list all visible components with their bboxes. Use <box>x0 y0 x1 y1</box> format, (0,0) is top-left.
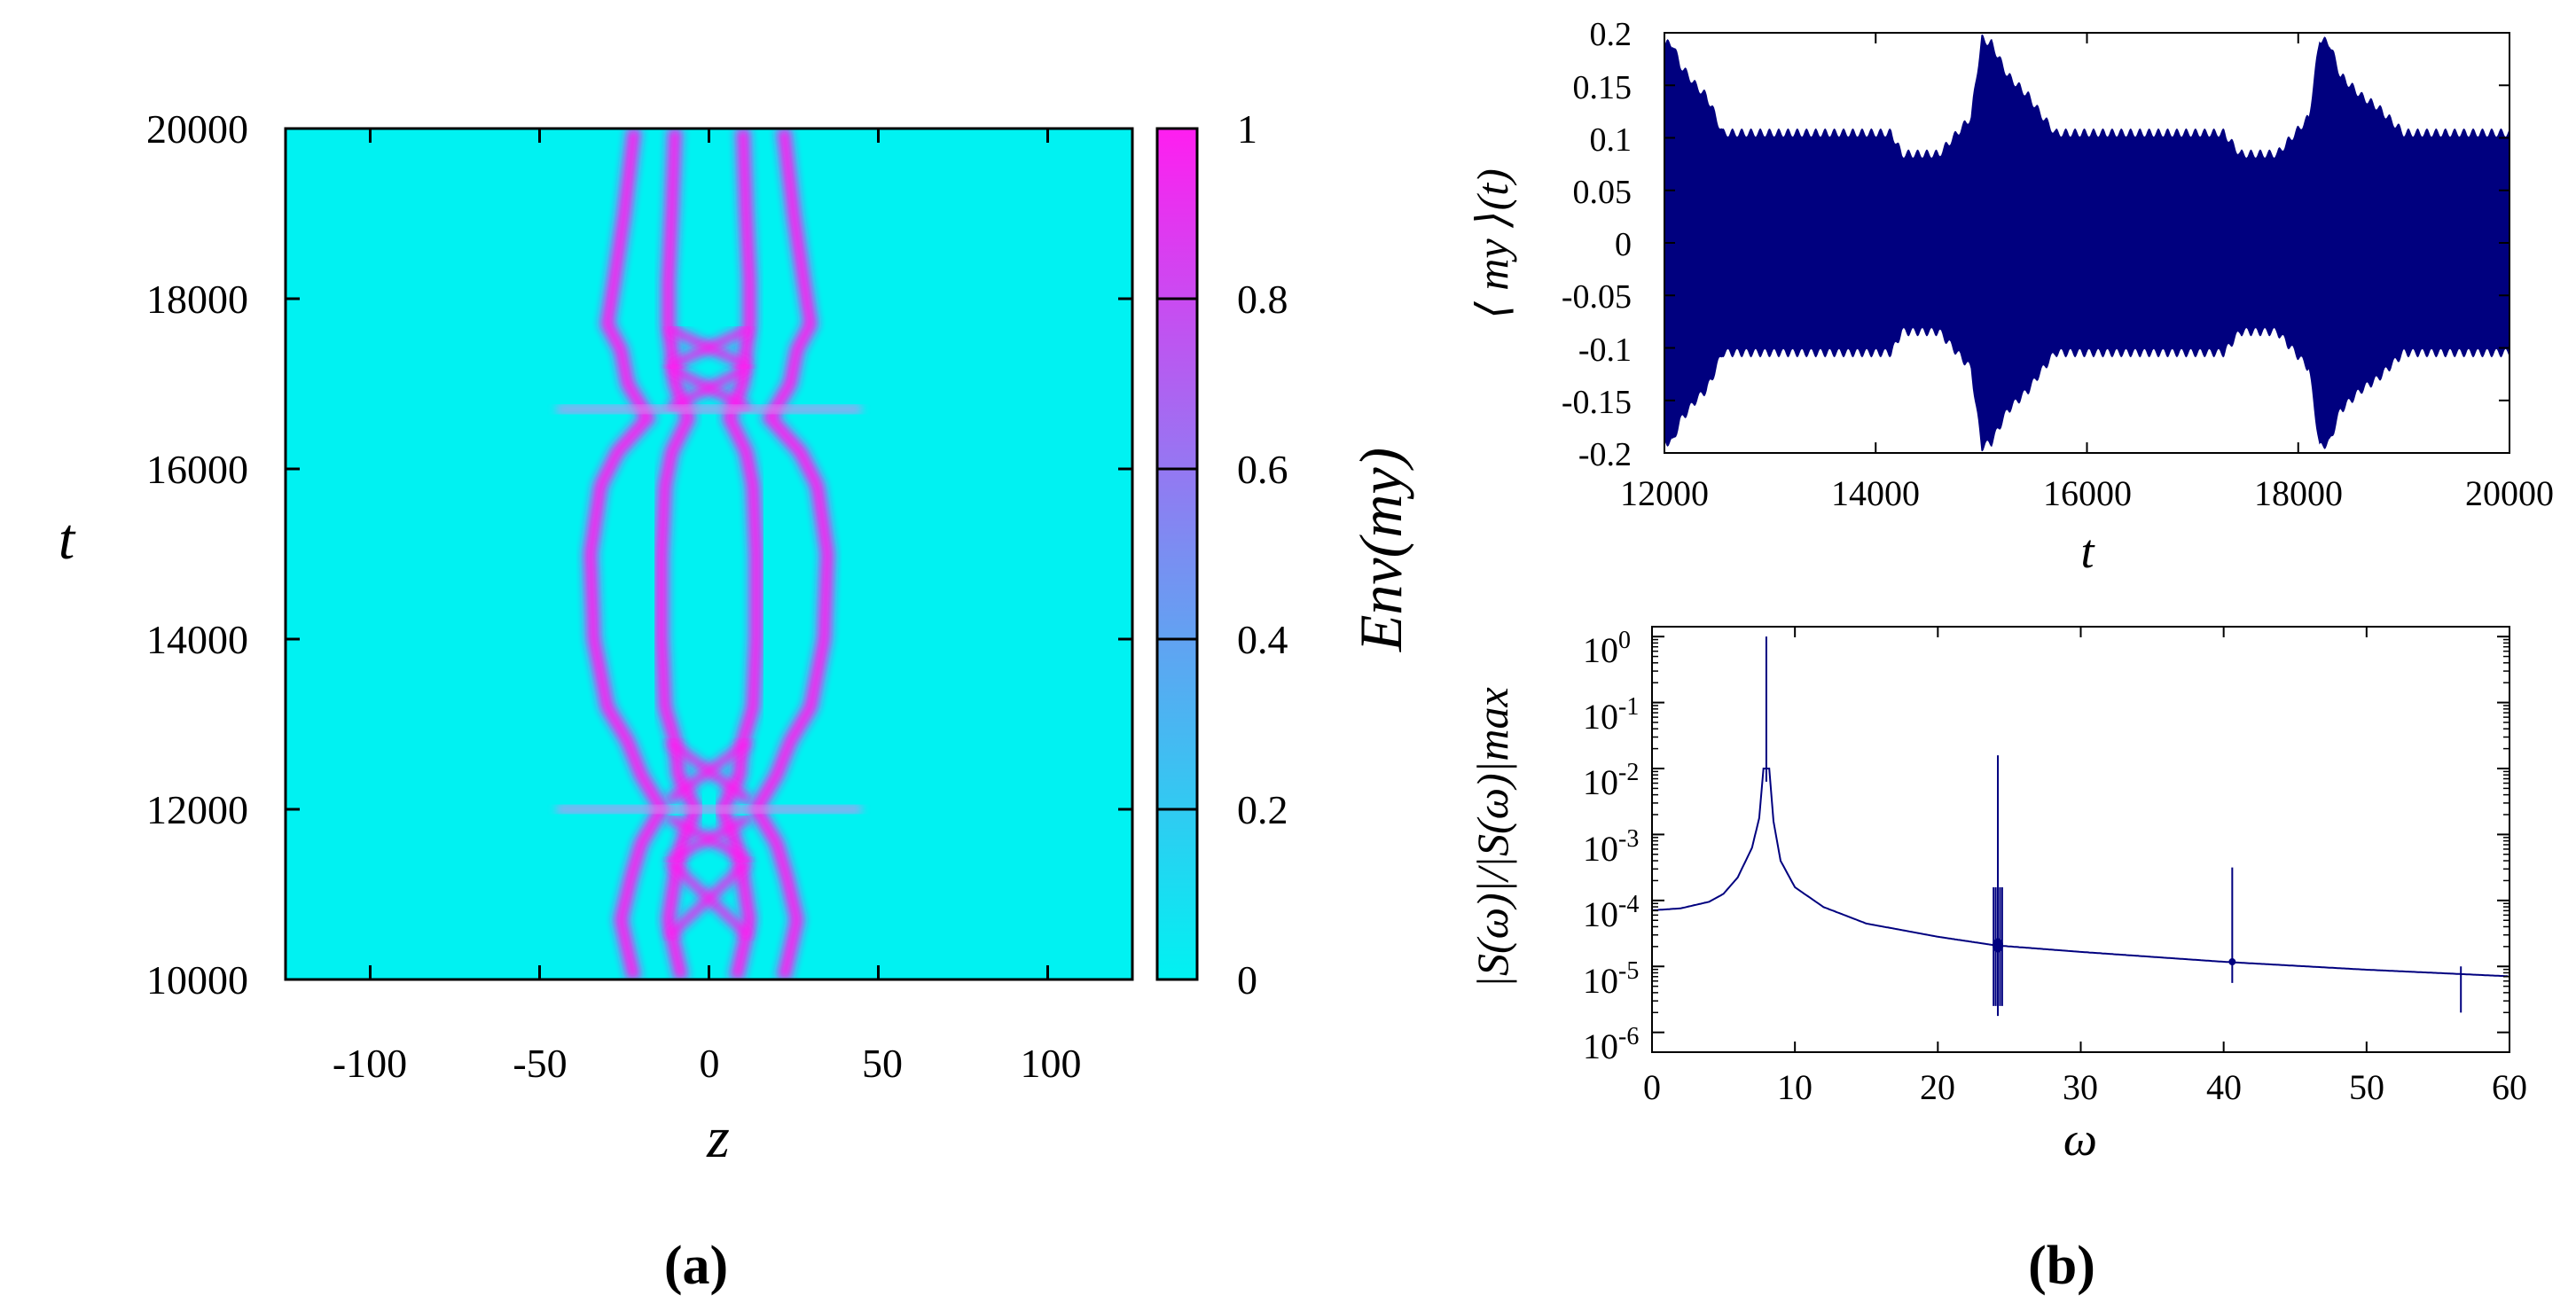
timeseries-ytick-label: -0.15 <box>1562 384 1632 421</box>
spectrum-xtick-label: 20 <box>1920 1067 1955 1107</box>
timeseries-xtick-label: 14000 <box>1831 473 1920 513</box>
colorbar-ticks <box>1157 127 1197 981</box>
spectrum-xtick-label: 60 <box>2492 1067 2527 1107</box>
timeseries-ytick-label: -0.05 <box>1562 278 1632 316</box>
svg-text:10-5: 10-5 <box>1583 957 1639 1001</box>
timeseries-ytick-label: -0.2 <box>1578 436 1632 473</box>
heatmap-background <box>286 129 1132 979</box>
timeseries-plot <box>1664 34 2509 452</box>
spectrum-xtick-label: 40 <box>2206 1067 2242 1107</box>
panel-label-b: (b) <box>2028 1236 2095 1296</box>
timeseries-ytick-label: 0 <box>1615 226 1632 263</box>
colorbar-gradient <box>1155 127 1199 981</box>
timeseries-xtick-label: 18000 <box>2254 473 2343 513</box>
heatmap-braid <box>665 362 753 415</box>
svg-text:10-4: 10-4 <box>1583 891 1639 934</box>
spectrum-ytick-label: 10-3 <box>1583 825 1639 869</box>
timeseries-chart: 12000 14000 16000 18000 20000 -0.2 -0.15… <box>1468 16 2554 578</box>
spectrum-xtick-label: 50 <box>2349 1067 2384 1107</box>
colorbar-tick-label: 1 <box>1237 106 1257 152</box>
timeseries-xtick-label: 16000 <box>2043 473 2132 513</box>
heatmap-ylabel: t <box>59 507 76 572</box>
colorbar-tick-label: 0 <box>1237 957 1257 1003</box>
svg-text:10-3: 10-3 <box>1583 825 1639 869</box>
spectrum-ytick-label: 10-5 <box>1583 957 1639 1001</box>
spectrum-peak-dot <box>2228 958 2236 966</box>
svg-text:100: 100 <box>1583 627 1631 670</box>
heatmap-chart: -100 -50 0 50 100 10000 12000 14000 1600… <box>59 106 1134 1170</box>
svg-text:10-6: 10-6 <box>1583 1023 1639 1066</box>
timeseries-ytick-label: 0.15 <box>1573 69 1633 106</box>
heatmap-xlabel: z <box>706 1105 730 1170</box>
timeseries-ytick-label: -0.1 <box>1578 332 1632 369</box>
heatmap-ytick-label: 12000 <box>146 787 248 832</box>
spectrum-peak-dot <box>1993 938 2004 953</box>
spectrum-ytick-label: 10-2 <box>1583 759 1639 802</box>
timeseries-ytick-label: 0.1 <box>1590 121 1633 159</box>
timeseries-ticks <box>1664 32 2510 454</box>
svg-text:10-2: 10-2 <box>1583 759 1639 802</box>
spectrum-ytick-label: 10-4 <box>1583 891 1639 934</box>
svg-text:10-1: 10-1 <box>1583 693 1639 737</box>
heatmap-ytick-label: 16000 <box>146 447 248 492</box>
colorbar-tick-label: 0.8 <box>1237 277 1288 322</box>
timeseries-oscillation-band <box>1664 34 2509 452</box>
heatmap-burst <box>556 805 862 814</box>
timeseries-ytick-label: 0.05 <box>1573 174 1633 211</box>
heatmap-burst <box>556 404 862 414</box>
timeseries-xtick-label: 12000 <box>1620 473 1709 513</box>
panel-label-a: (a) <box>664 1236 728 1296</box>
heatmap-filament <box>715 129 763 979</box>
colorbar-tick-label: 0.4 <box>1237 617 1288 662</box>
heatmap-braid <box>665 813 753 865</box>
spectrum-ticks <box>1651 627 2510 1052</box>
heatmap-braid <box>666 324 752 372</box>
timeseries-ylabel: ⟨ my ⟩(t) <box>1468 168 1517 319</box>
heatmap-braid <box>665 737 753 806</box>
heatmap-xtick-label: -50 <box>513 1041 567 1086</box>
heatmap-braid <box>664 856 754 941</box>
colorbar-tick-label: 0.2 <box>1237 787 1288 832</box>
heatmap-ytick-label: 20000 <box>146 106 248 152</box>
heatmap-xtick-label: 50 <box>862 1041 903 1086</box>
heatmap-filament <box>654 129 703 979</box>
heatmap-filament <box>748 129 835 979</box>
heatmap-ticks <box>286 127 1132 981</box>
spectrum-xtick-label: 0 <box>1643 1067 1661 1107</box>
spectrum-baseline <box>1651 768 2509 978</box>
spectrum-ytick-label: 10-1 <box>1583 693 1639 737</box>
spectrum-chart: 0 10 20 30 40 50 60 100 10-1 10-2 10-3 1… <box>1468 626 2527 1166</box>
heatmap-filaments <box>556 129 862 979</box>
spectrum-xtick-label: 10 <box>1777 1067 1813 1107</box>
timeseries-xlabel: t <box>2080 525 2095 578</box>
spectrum-plot <box>1651 636 2509 1017</box>
spectrum-ylabel: |S(ω)|/|S(ω)|max <box>1468 687 1517 987</box>
heatmap-xtick-label: 0 <box>700 1041 720 1086</box>
heatmap-ytick-label: 14000 <box>146 617 248 662</box>
spectrum-xtick-label: 30 <box>2063 1067 2098 1107</box>
colorbar-tick-label: 0.6 <box>1237 447 1288 492</box>
spectrum-xlabel: ω <box>2063 1112 2097 1166</box>
heatmap-filament <box>583 129 670 979</box>
timeseries-xtick-label: 20000 <box>2465 473 2554 513</box>
spectrum-frame <box>1651 626 2510 1053</box>
spectrum-ytick-label: 10-6 <box>1583 1023 1639 1066</box>
colorbar: 0 0.2 0.4 0.6 0.8 1 Env(my) <box>1155 106 1414 1003</box>
heatmap-xtick-label: -100 <box>333 1041 407 1086</box>
spectrum-ytick-label: 100 <box>1583 627 1631 670</box>
colorbar-label: Env(my) <box>1347 448 1414 652</box>
heatmap-ytick-label: 10000 <box>146 957 248 1003</box>
heatmap-xtick-label: 100 <box>1021 1041 1082 1086</box>
timeseries-ytick-label: 0.2 <box>1590 16 1633 53</box>
heatmap-ytick-label: 18000 <box>146 277 248 322</box>
